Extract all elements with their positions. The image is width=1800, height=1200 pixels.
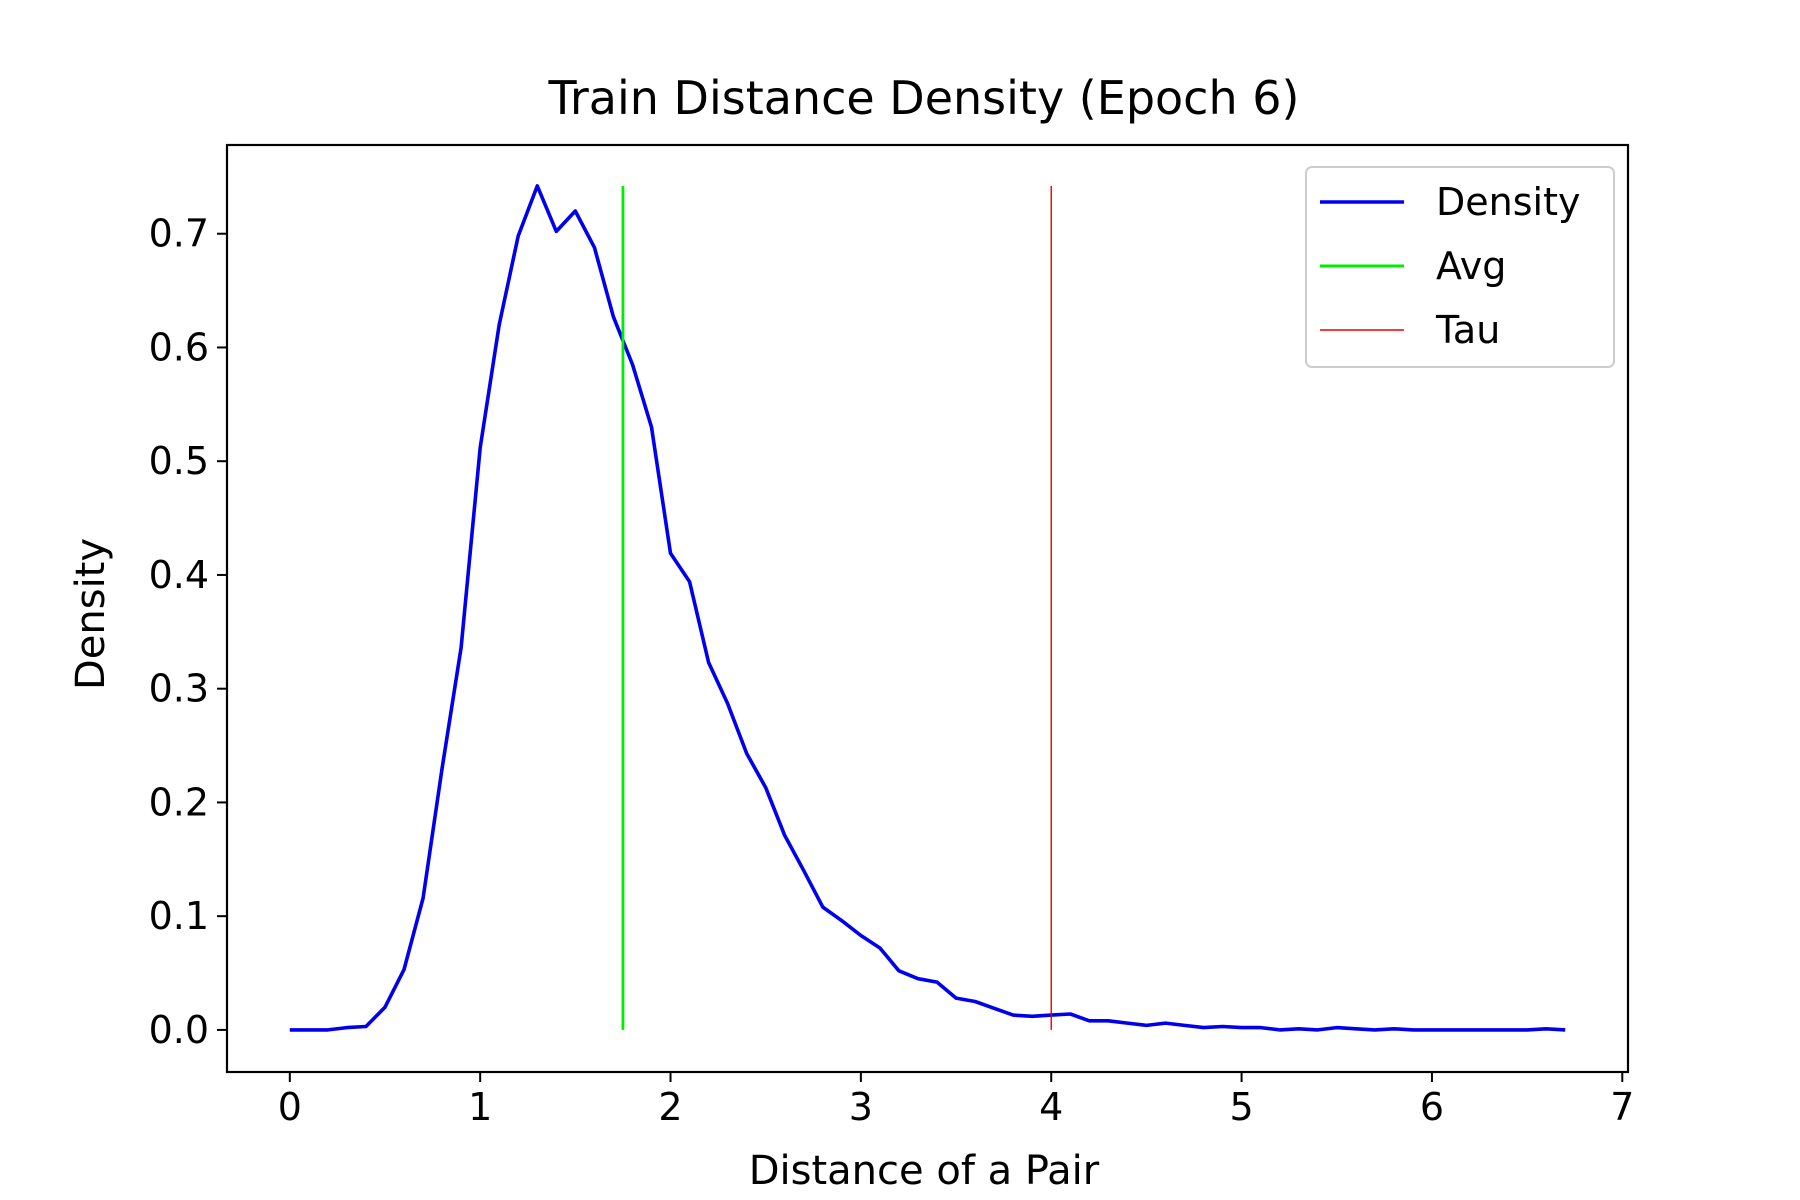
x-axis: 0 1 2 3 4 5 6 7: [278, 1072, 1634, 1129]
y-tick-label: 0.0: [149, 1008, 209, 1052]
legend: Density Avg Tau: [1305, 166, 1615, 368]
series-line-density: [289, 184, 1566, 1032]
x-tick-label: 3: [849, 1085, 873, 1129]
x-tick-label: 5: [1229, 1085, 1253, 1129]
x-axis-label: Distance of a Pair: [749, 1148, 1100, 1194]
y-tick-label: 0.1: [149, 894, 209, 938]
legend-box: [1305, 166, 1615, 368]
x-tick-label: 2: [658, 1085, 682, 1129]
legend-label-density: Density: [1436, 180, 1580, 224]
y-axis-label: Density: [68, 538, 114, 690]
y-tick-label: 0.7: [149, 212, 209, 256]
y-tick-label: 0.6: [149, 325, 209, 369]
x-tick-label: 6: [1420, 1085, 1444, 1129]
x-tick-label: 4: [1039, 1085, 1063, 1129]
y-tick-label: 0.4: [149, 553, 209, 597]
y-tick-label: 0.5: [149, 439, 209, 483]
legend-label-tau: Tau: [1435, 308, 1500, 352]
legend-label-avg: Avg: [1436, 244, 1506, 288]
plot-area: [289, 184, 1566, 1032]
y-tick-label: 0.2: [149, 780, 209, 824]
axes-frame: [225, 143, 1630, 1074]
y-tick-label: 0.3: [149, 667, 209, 711]
y-axis: 0.0 0.1 0.2 0.3 0.4 0.5 0.6 0.7: [149, 212, 227, 1052]
x-tick-label: 7: [1610, 1085, 1634, 1129]
x-tick-label: 0: [278, 1085, 302, 1129]
chart-title: Train Distance Density (Epoch 6): [548, 71, 1300, 125]
x-tick-label: 1: [468, 1085, 492, 1129]
